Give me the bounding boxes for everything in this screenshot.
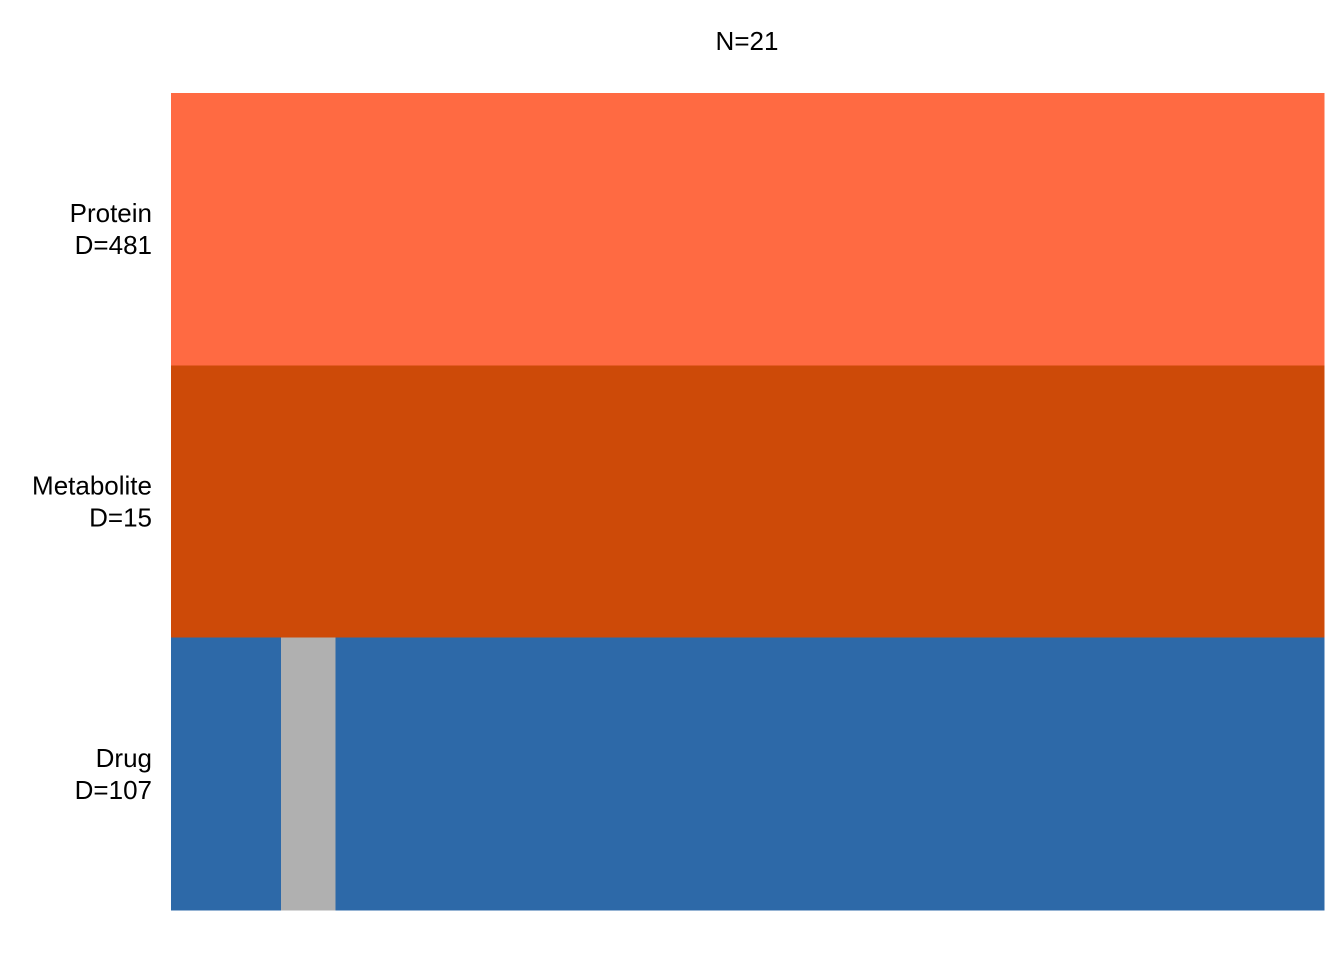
cell-protein-col-12 <box>774 93 831 366</box>
cell-protein-col-3 <box>280 93 337 366</box>
cell-protein-col-1 <box>171 93 227 366</box>
cell-drug-col-12 <box>774 637 831 911</box>
row-count-label-metabolite: D=15 <box>89 503 152 533</box>
cell-protein-col-14 <box>884 93 941 366</box>
cell-metabolite-col-8 <box>555 365 611 639</box>
cell-metabolite-col-18 <box>1104 365 1160 639</box>
row-count-label-protein: D=481 <box>75 230 152 260</box>
cell-protein-col-13 <box>829 93 886 366</box>
cell-metabolite-col-7 <box>500 365 556 639</box>
cell-metabolite-col-9 <box>610 365 666 639</box>
cell-drug-col-18 <box>1104 637 1160 911</box>
row-label-metabolite: Metabolite <box>32 471 152 501</box>
cell-protein-col-20 <box>1214 93 1270 366</box>
row-label-protein: Protein <box>70 198 152 228</box>
row-count-label-drug: D=107 <box>75 775 152 805</box>
row-label-drug: Drug <box>96 743 152 773</box>
cell-metabolite-col-14 <box>884 365 941 639</box>
cell-drug-col-19 <box>1159 637 1215 911</box>
heatmap-cells <box>171 93 1325 911</box>
cell-metabolite-col-6 <box>445 365 502 639</box>
cell-protein-col-2 <box>225 93 282 366</box>
cell-drug-col-11 <box>720 637 776 911</box>
cell-protein-col-8 <box>555 93 611 366</box>
cell-protein-col-5 <box>390 93 447 366</box>
cell-protein-col-9 <box>610 93 666 366</box>
cell-protein-col-7 <box>500 93 556 366</box>
cell-drug-col-2 <box>225 637 282 911</box>
missing-cell-drug-col-3 <box>280 637 336 910</box>
cell-drug-col-21 <box>1269 637 1325 911</box>
cell-drug-col-7 <box>500 637 556 911</box>
cell-protein-col-21 <box>1269 93 1325 366</box>
cell-metabolite-col-19 <box>1159 365 1215 639</box>
cell-metabolite-col-20 <box>1214 365 1270 639</box>
cell-metabolite-col-1 <box>171 365 227 639</box>
cell-metabolite-col-11 <box>720 365 776 639</box>
cell-protein-col-19 <box>1159 93 1215 366</box>
cell-protein-col-15 <box>939 93 996 366</box>
cell-protein-col-11 <box>720 93 776 366</box>
cell-drug-col-16 <box>994 637 1051 911</box>
chart-title: N=21 <box>716 26 779 56</box>
cell-metabolite-col-13 <box>829 365 886 639</box>
cell-metabolite-col-10 <box>665 365 721 639</box>
cell-metabolite-col-16 <box>994 365 1051 639</box>
cell-drug-col-17 <box>1049 637 1105 911</box>
cell-metabolite-col-5 <box>390 365 447 639</box>
cell-drug-col-14 <box>884 637 941 911</box>
cell-drug-col-1 <box>171 637 227 911</box>
cell-drug-col-10 <box>665 637 721 911</box>
cell-protein-col-4 <box>335 93 392 366</box>
cell-drug-col-15 <box>939 637 996 911</box>
cell-protein-col-17 <box>1049 93 1105 366</box>
cell-drug-col-6 <box>445 637 502 911</box>
cell-metabolite-col-2 <box>225 365 282 639</box>
cell-drug-col-4 <box>335 637 392 911</box>
cell-metabolite-col-3 <box>280 365 337 639</box>
cell-metabolite-col-4 <box>335 365 392 639</box>
cell-drug-col-8 <box>555 637 611 911</box>
cell-drug-col-5 <box>390 637 447 911</box>
cell-protein-col-6 <box>445 93 502 366</box>
cell-protein-col-16 <box>994 93 1051 366</box>
cell-drug-col-9 <box>610 637 666 911</box>
cell-metabolite-col-12 <box>774 365 831 639</box>
cell-drug-col-20 <box>1214 637 1270 911</box>
cell-metabolite-col-15 <box>939 365 996 639</box>
cell-metabolite-col-17 <box>1049 365 1105 639</box>
cell-drug-col-13 <box>829 637 886 911</box>
cell-protein-col-18 <box>1104 93 1160 366</box>
cell-metabolite-col-21 <box>1269 365 1325 639</box>
cell-protein-col-10 <box>665 93 721 366</box>
